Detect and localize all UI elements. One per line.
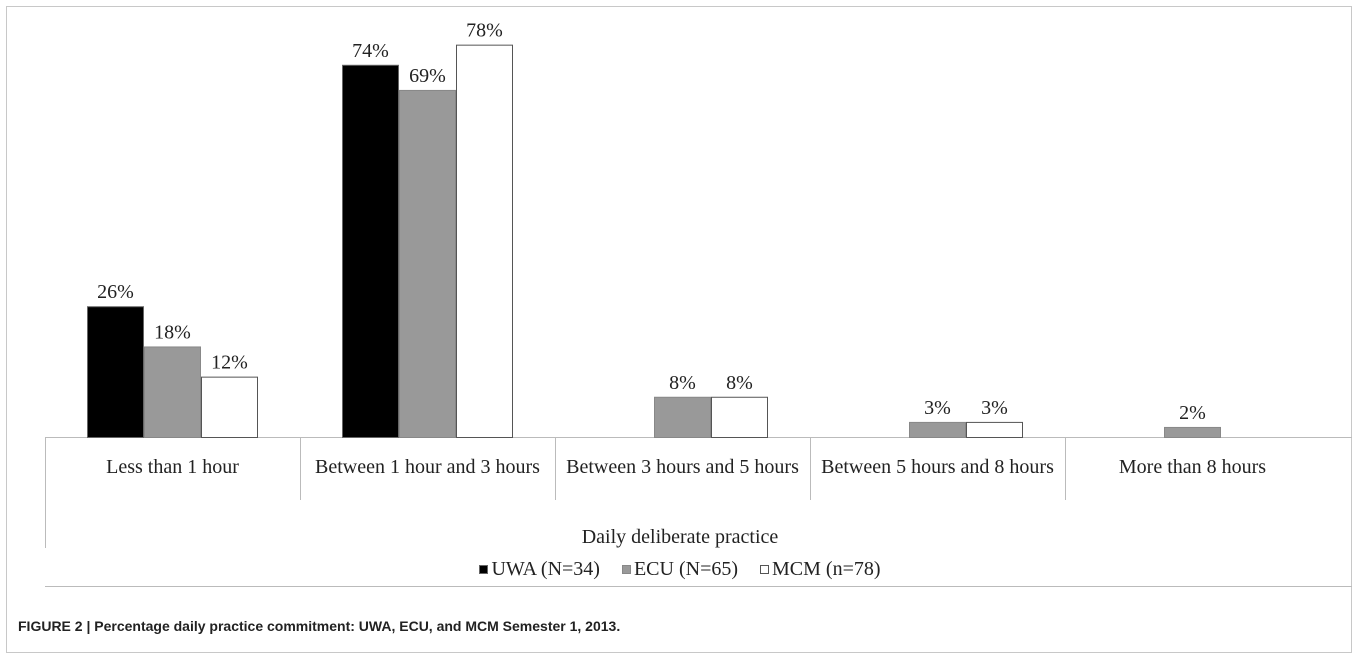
x-tick-label: Between 3 hours and 5 hours <box>566 456 799 478</box>
bar <box>456 44 513 438</box>
data-label: 69% <box>409 65 446 87</box>
legend-swatch <box>760 565 770 574</box>
data-label: 3% <box>981 397 1008 419</box>
data-label: 8% <box>669 372 696 394</box>
bar <box>909 421 966 439</box>
caption: FIGURE 2 | Percentage daily practice com… <box>18 618 621 634</box>
data-label: 12% <box>211 352 248 374</box>
legend-swatch <box>621 565 631 574</box>
frame <box>6 6 1352 653</box>
bar <box>87 306 144 438</box>
bar <box>711 396 768 439</box>
data-label: 3% <box>924 397 951 419</box>
x-tick-label: Between 1 hour and 3 hours <box>315 456 540 478</box>
data-label: 74% <box>352 40 389 62</box>
bar <box>144 346 201 438</box>
bar <box>654 396 711 439</box>
data-label: 78% <box>466 20 503 42</box>
x-axis-title: Daily deliberate practice <box>581 526 779 548</box>
data-label: 8% <box>726 372 753 394</box>
legend-label: ECU (N=65) <box>633 558 739 580</box>
data-label: 2% <box>1179 402 1206 424</box>
bar <box>399 89 456 439</box>
bar <box>1164 426 1221 439</box>
data-label: 26% <box>97 281 134 303</box>
legend-label: UWA (N=34) <box>491 558 600 580</box>
bar <box>201 376 258 439</box>
legend: UWA (N=34) ECU (N=65) MCM (n=78) <box>45 558 1315 581</box>
x-tick-label: Less than 1 hour <box>106 456 239 478</box>
legend-label: MCM (n=78) <box>772 558 881 580</box>
legend-item: UWA (N=34) <box>479 558 600 581</box>
data-label: 18% <box>154 321 191 343</box>
x-tick-label: Between 5 hours and 8 hours <box>821 456 1054 478</box>
x-tick-label: More than 8 hours <box>1118 456 1267 478</box>
legend-item: MCM (n=78) <box>760 558 881 581</box>
bar <box>342 64 399 438</box>
bar <box>966 421 1023 439</box>
legend-swatch <box>479 565 489 574</box>
legend-item: ECU (N=65) <box>621 558 739 581</box>
